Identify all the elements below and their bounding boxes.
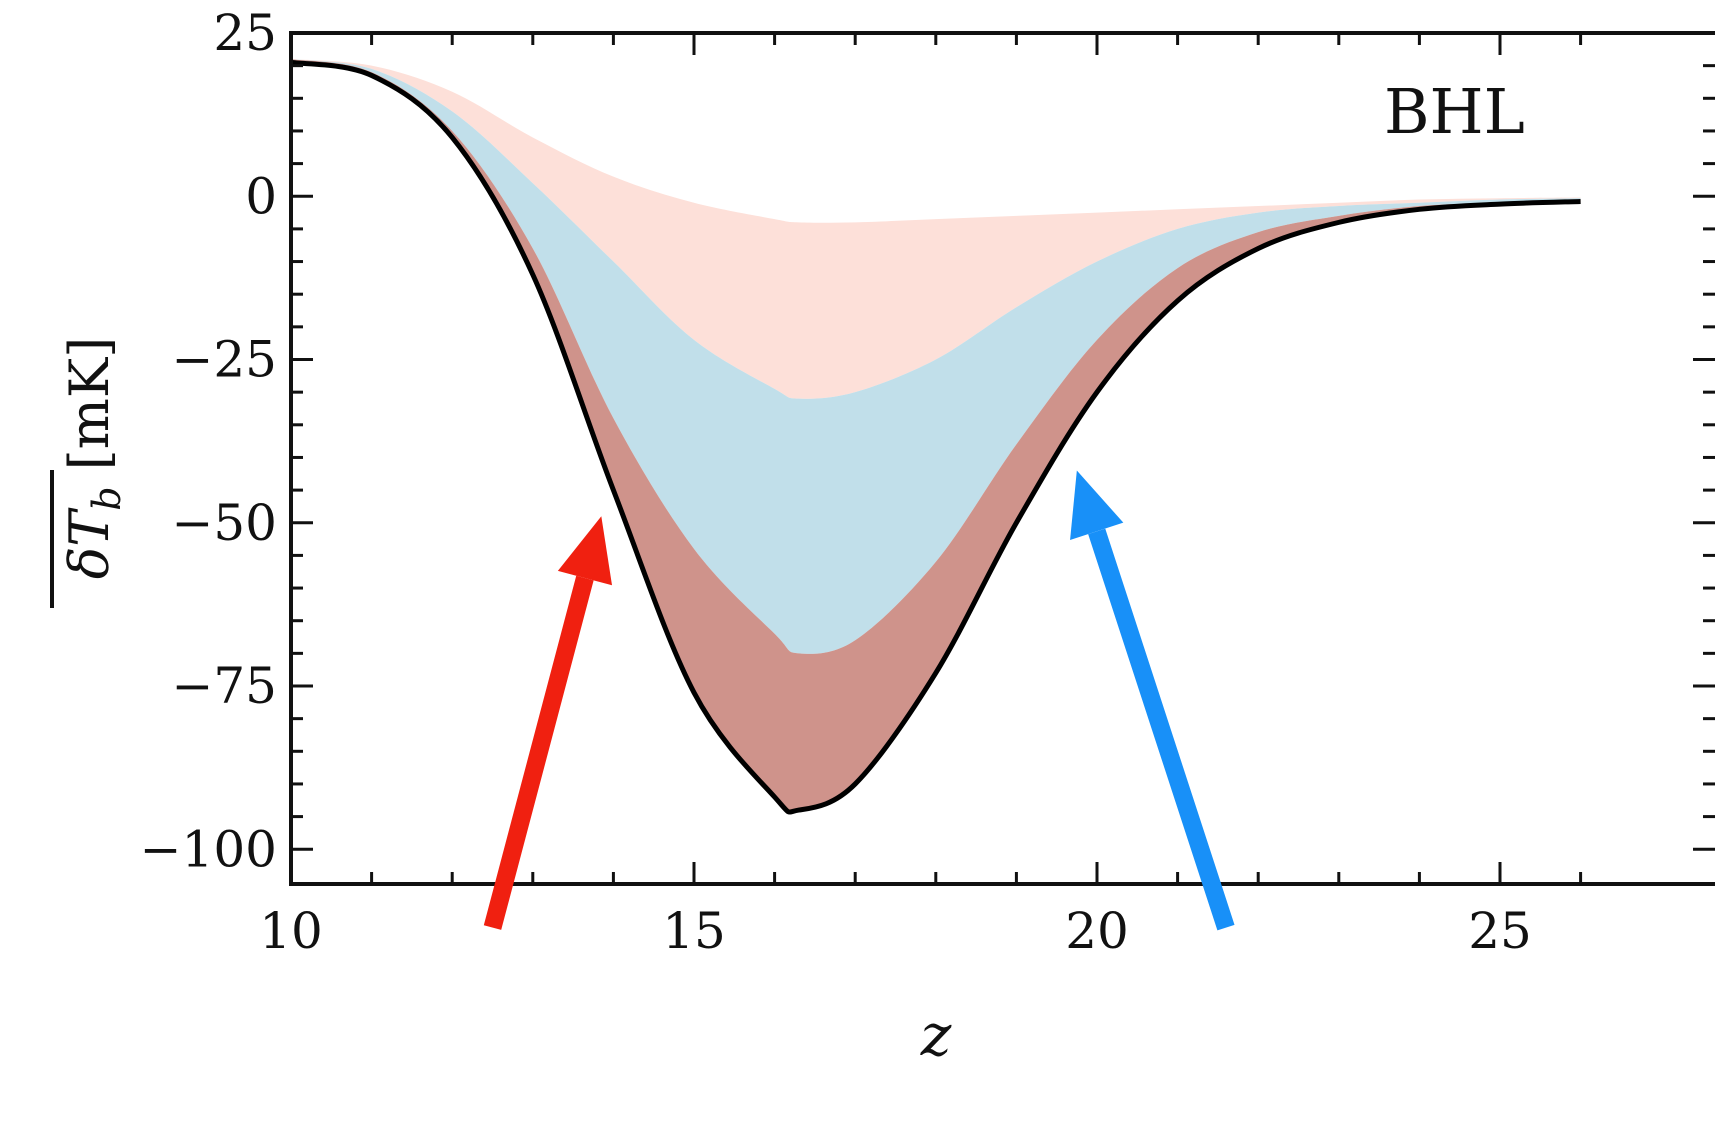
- y-axis-label-subscript: b: [85, 486, 129, 510]
- arrow-head-0: [557, 516, 613, 586]
- y-tick-label: −75: [171, 657, 277, 715]
- y-axis-label-symbol: δT: [58, 507, 121, 580]
- tick-labels: 10 15 20 25 25 0 −25 −50 −75 −100: [140, 4, 1532, 960]
- y-tick-label: 0: [245, 167, 277, 225]
- x-tick-label: 20: [1065, 902, 1129, 960]
- y-tick-label: −25: [171, 331, 277, 389]
- y-tick-label: 25: [213, 4, 277, 62]
- x-tick-label: 10: [259, 902, 323, 960]
- model-annotation: BHL: [1384, 75, 1525, 148]
- band-fill-1: [291, 59, 1581, 654]
- arrow-head-1: [1070, 470, 1124, 541]
- arrow-shaft-0: [483, 575, 594, 930]
- y-axis-label-unit: [mK]: [58, 337, 121, 471]
- x-tick-label: 15: [662, 902, 726, 960]
- x-axis-label: z: [920, 1001, 952, 1069]
- data-bands: [291, 59, 1581, 815]
- x-tick-label: 25: [1468, 902, 1532, 960]
- y-axis-label: δTb [mK]: [50, 337, 129, 608]
- band-fill-0: [291, 59, 1581, 399]
- y-tick-label: −50: [171, 494, 277, 552]
- arrow-shaft-1: [1088, 528, 1235, 931]
- axis-ticks: [289, 31, 1715, 884]
- baseline-curve: [291, 59, 1581, 815]
- annotation-arrows: [483, 470, 1235, 931]
- y-tick-label: −100: [140, 820, 277, 878]
- svg-text:δTb[mK]: δTb [mK]: [58, 337, 129, 580]
